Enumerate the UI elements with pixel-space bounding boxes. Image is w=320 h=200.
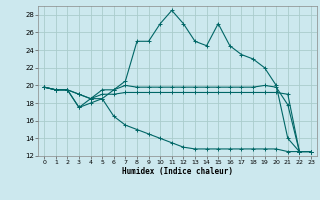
- X-axis label: Humidex (Indice chaleur): Humidex (Indice chaleur): [122, 167, 233, 176]
